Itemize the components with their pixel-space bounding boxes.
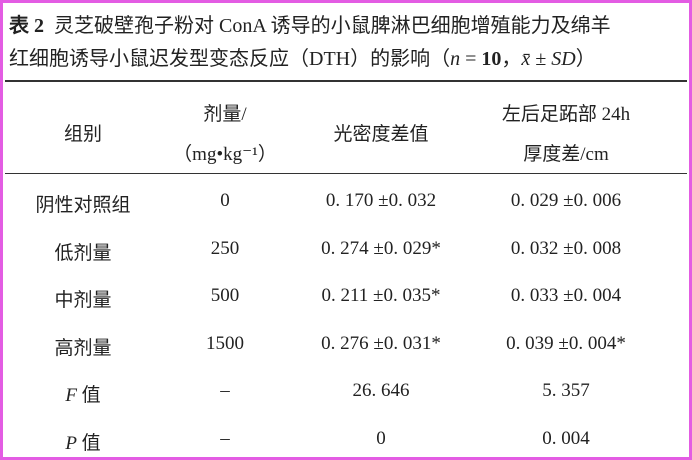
table-cell: 0. 033 ±0. 004 <box>510 285 622 306</box>
table-cell: 5. 357 <box>542 380 590 401</box>
caption-n: n <box>450 48 461 70</box>
cell-text: 值 <box>76 432 101 454</box>
table-cell: 250 <box>210 237 240 259</box>
header-cell: 剂量/ <box>203 104 247 125</box>
table-cell: 1500 <box>206 332 244 354</box>
caption-text: ） <box>575 48 596 70</box>
caption-line: 表 2 灵芝破壁孢子粉对 ConA 诱导的小鼠脾淋巴细胞增殖能力及绵羊 <box>9 9 611 38</box>
caption-text: 红细胞诱导小鼠迟发型变态反应（DTH）的影响（ <box>9 48 451 70</box>
top-rule <box>5 80 687 82</box>
table-cell: 0. 274 ±0. 029* <box>321 237 441 259</box>
caption-stat: x̄ ± SD <box>521 48 576 70</box>
header-cell: （mg•kg⁻¹） <box>173 144 277 165</box>
header-cell: 左后足跖部 24h <box>501 104 631 125</box>
table-cell: 0 <box>220 190 230 211</box>
table-cell: 0. 170 ±0. 032 <box>325 190 437 211</box>
table-cell: 中剂量 <box>54 290 112 311</box>
table-cell: – <box>220 427 230 449</box>
table-cell: 0. 032 ±0. 008 <box>510 237 622 259</box>
caption-text: = <box>460 48 482 70</box>
table-cell: P 值 <box>65 428 100 455</box>
caption-n-value: 10 <box>481 48 502 70</box>
table-cell: 阴性对照组 <box>35 195 131 216</box>
caption-label: 表 2 <box>9 15 44 37</box>
table-cell: 0. 276 ±0. 031* <box>321 332 441 354</box>
table-cell: 低剂量 <box>54 242 112 264</box>
table-cell: 高剂量 <box>54 337 112 359</box>
table-cell: F 值 <box>65 380 100 407</box>
table-cell: 0. 211 ±0. 035* <box>321 285 441 306</box>
caption-text: 灵芝破壁孢子粉对 ConA 诱导的小鼠脾淋巴细胞增殖能力及绵羊 <box>54 15 611 37</box>
table-cell: 0 <box>376 427 386 449</box>
header-rule <box>5 173 687 174</box>
table-cell: – <box>220 380 230 401</box>
caption-text: ， <box>501 48 522 70</box>
table-cell: 26. 646 <box>352 380 410 401</box>
stat-symbol: P <box>65 432 77 454</box>
table-cell: 0. 039 ±0. 004* <box>506 332 626 354</box>
table-cell: 0. 029 ±0. 006 <box>510 190 622 211</box>
stat-symbol: F <box>65 385 77 406</box>
header-cell: 厚度差/cm <box>523 144 609 165</box>
table-cell: 500 <box>210 285 240 306</box>
table-cell: 0. 004 <box>542 427 590 449</box>
caption-line: 红细胞诱导小鼠迟发型变态反应（DTH）的影响（n = 10，x̄ ± SD） <box>9 42 596 71</box>
header-cell: 光密度差值 <box>333 124 429 145</box>
header-cell: 组别 <box>63 124 103 145</box>
cell-text: 值 <box>76 385 101 406</box>
